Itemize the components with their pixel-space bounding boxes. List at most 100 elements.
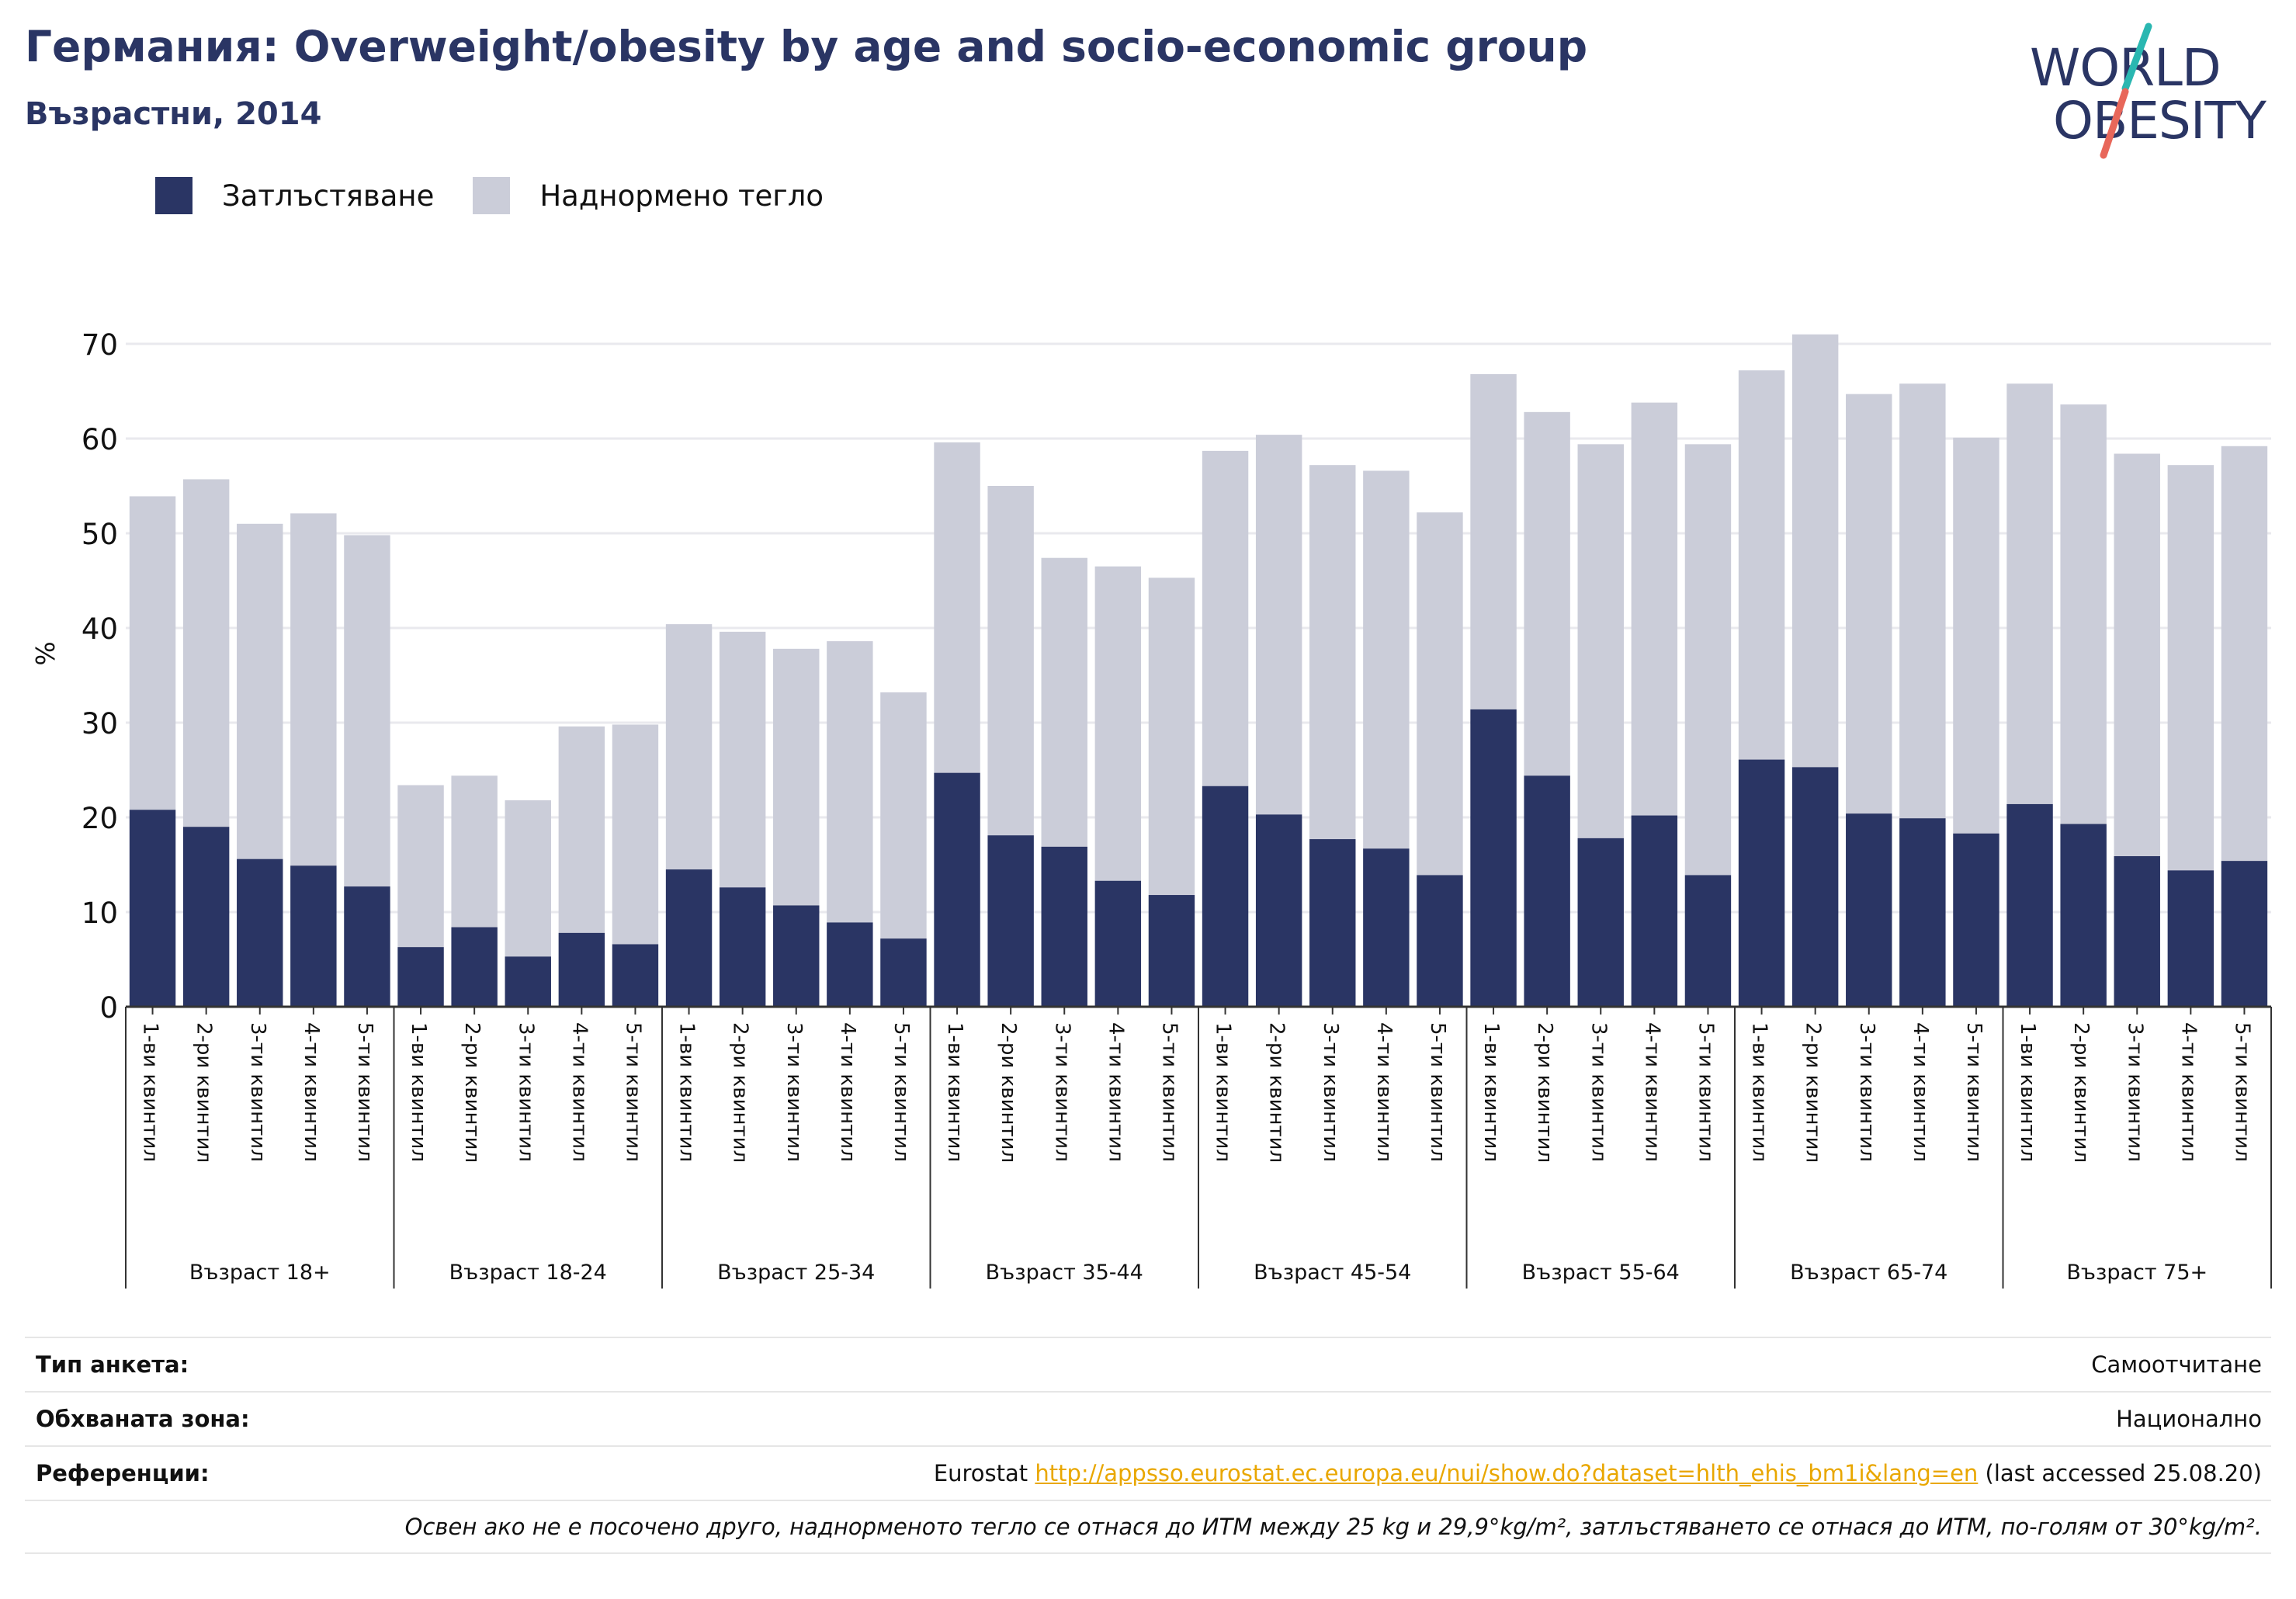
- bar-obesity[interactable]: [827, 922, 873, 1007]
- bar-overweight[interactable]: [1631, 402, 1678, 816]
- x-tick-label: 1-ви квинтил: [1479, 1022, 1503, 1162]
- bar-obesity[interactable]: [2221, 861, 2268, 1007]
- bar-obesity[interactable]: [2114, 856, 2160, 1007]
- bar-obesity[interactable]: [612, 944, 659, 1007]
- bar-overweight[interactable]: [2114, 453, 2160, 857]
- x-tick-label: 5-ти квинтил: [1962, 1022, 1986, 1162]
- bar-overweight[interactable]: [2167, 465, 2214, 871]
- bar-overweight[interactable]: [880, 692, 927, 939]
- bar-overweight[interactable]: [237, 523, 283, 859]
- x-tick-label: 2-ри квинтил: [460, 1022, 484, 1163]
- bar-obesity[interactable]: [1524, 775, 1570, 1007]
- bar-obesity[interactable]: [934, 772, 980, 1007]
- chart-title: Германия: Overweight/obesity by age and …: [25, 22, 1588, 71]
- bar-obesity[interactable]: [1363, 848, 1410, 1007]
- bar-overweight[interactable]: [1899, 383, 1946, 819]
- bar-overweight[interactable]: [1470, 374, 1517, 709]
- bar-obesity[interactable]: [397, 947, 444, 1007]
- bar-obesity[interactable]: [2006, 803, 2053, 1007]
- bar-overweight[interactable]: [1577, 444, 1624, 838]
- bar-obesity[interactable]: [1684, 875, 1732, 1007]
- bar-obesity[interactable]: [1309, 839, 1356, 1007]
- x-tick-label: 2-ри квинтил: [192, 1022, 216, 1163]
- bar-obesity[interactable]: [1148, 895, 1195, 1007]
- reference-link[interactable]: http://appsso.eurostat.ec.europa.eu/nui/…: [1035, 1460, 1979, 1486]
- bar-obesity[interactable]: [1846, 813, 1892, 1007]
- bar-overweight[interactable]: [1524, 411, 1570, 776]
- bar-overweight[interactable]: [1363, 470, 1410, 849]
- bar-obesity[interactable]: [719, 887, 766, 1007]
- logo-slash-teal: [2121, 23, 2152, 92]
- bar-overweight[interactable]: [182, 479, 230, 827]
- bar-obesity[interactable]: [2060, 824, 2107, 1007]
- bar-obesity[interactable]: [558, 932, 605, 1007]
- bar-overweight[interactable]: [1041, 557, 1087, 847]
- bar-obesity[interactable]: [505, 956, 551, 1007]
- bar-overweight[interactable]: [987, 486, 1034, 836]
- bar-overweight[interactable]: [397, 785, 444, 948]
- bar-obesity[interactable]: [290, 865, 337, 1007]
- bar-obesity[interactable]: [344, 886, 390, 1007]
- legend-item-overweight[interactable]: Наднормено тегло: [473, 177, 824, 214]
- bar-overweight[interactable]: [612, 724, 659, 945]
- bar-obesity[interactable]: [665, 869, 713, 1007]
- bar-obesity[interactable]: [1631, 815, 1678, 1007]
- bar-obesity[interactable]: [1899, 818, 1946, 1007]
- bar-overweight[interactable]: [344, 535, 390, 887]
- bar-overweight[interactable]: [2006, 383, 2053, 804]
- bar-obesity[interactable]: [1417, 875, 1463, 1007]
- bar-overweight[interactable]: [1255, 435, 1302, 815]
- bar-overweight[interactable]: [2060, 404, 2107, 824]
- legend-item-obesity[interactable]: Затлъстяване: [155, 177, 434, 214]
- bar-overweight[interactable]: [451, 775, 498, 928]
- bar-obesity[interactable]: [1470, 709, 1517, 1007]
- bar-obesity[interactable]: [880, 938, 927, 1007]
- bar-overweight[interactable]: [1846, 394, 1892, 814]
- group-label: Възраст 65-74: [1790, 1261, 1947, 1285]
- bar-overweight[interactable]: [1094, 566, 1142, 881]
- x-tick-label: 1-ви квинтил: [407, 1022, 430, 1162]
- bar-overweight[interactable]: [719, 631, 766, 888]
- x-tick-label: 4-ти квинтил: [1372, 1022, 1396, 1162]
- bar-obesity[interactable]: [1041, 846, 1087, 1007]
- bar-overweight[interactable]: [1791, 334, 1839, 768]
- x-tick-label: 3-ти квинтил: [782, 1022, 806, 1162]
- bar-overweight[interactable]: [1202, 450, 1249, 786]
- bar-overweight[interactable]: [1309, 465, 1356, 840]
- y-tick-label: 20: [82, 802, 118, 835]
- bar-overweight[interactable]: [558, 726, 605, 933]
- bar-obesity[interactable]: [129, 810, 176, 1007]
- bar-overweight[interactable]: [290, 513, 337, 866]
- x-tick-label: 5-ти квинтил: [1157, 1022, 1181, 1162]
- bar-overweight[interactable]: [1148, 578, 1195, 896]
- bar-overweight[interactable]: [1684, 444, 1732, 876]
- bar-obesity[interactable]: [451, 927, 498, 1007]
- bar-obesity[interactable]: [1094, 880, 1142, 1007]
- bar-obesity[interactable]: [1953, 833, 1999, 1007]
- bar-overweight[interactable]: [1953, 437, 1999, 834]
- bar-overweight[interactable]: [773, 648, 820, 906]
- world-obesity-logo: WORLD OBESITY: [2030, 23, 2268, 159]
- bar-obesity[interactable]: [1577, 838, 1624, 1007]
- bar-obesity[interactable]: [2167, 870, 2214, 1007]
- bar-overweight[interactable]: [1417, 512, 1463, 876]
- bar-obesity[interactable]: [1202, 786, 1249, 1007]
- x-tick-label: 3-ти квинтил: [1319, 1022, 1342, 1162]
- bar-overweight[interactable]: [505, 800, 551, 957]
- bar-obesity[interactable]: [1791, 767, 1839, 1007]
- bar-obesity[interactable]: [237, 858, 283, 1007]
- bar-obesity[interactable]: [773, 905, 820, 1007]
- bar-obesity[interactable]: [987, 835, 1034, 1007]
- bar-overweight[interactable]: [827, 641, 873, 923]
- reference-accessed: (last accessed 25.08.20): [1985, 1460, 2262, 1486]
- x-tick-label: 1-ви квинтил: [139, 1022, 162, 1162]
- survey-type-label: Тип анкета:: [36, 1351, 189, 1378]
- bar-overweight[interactable]: [934, 442, 980, 773]
- bar-overweight[interactable]: [1738, 370, 1785, 760]
- bar-overweight[interactable]: [2221, 446, 2268, 862]
- bar-obesity[interactable]: [1255, 814, 1302, 1007]
- bar-obesity[interactable]: [1738, 759, 1785, 1007]
- bar-overweight[interactable]: [665, 624, 713, 870]
- bar-obesity[interactable]: [182, 827, 230, 1007]
- bar-overweight[interactable]: [129, 496, 176, 810]
